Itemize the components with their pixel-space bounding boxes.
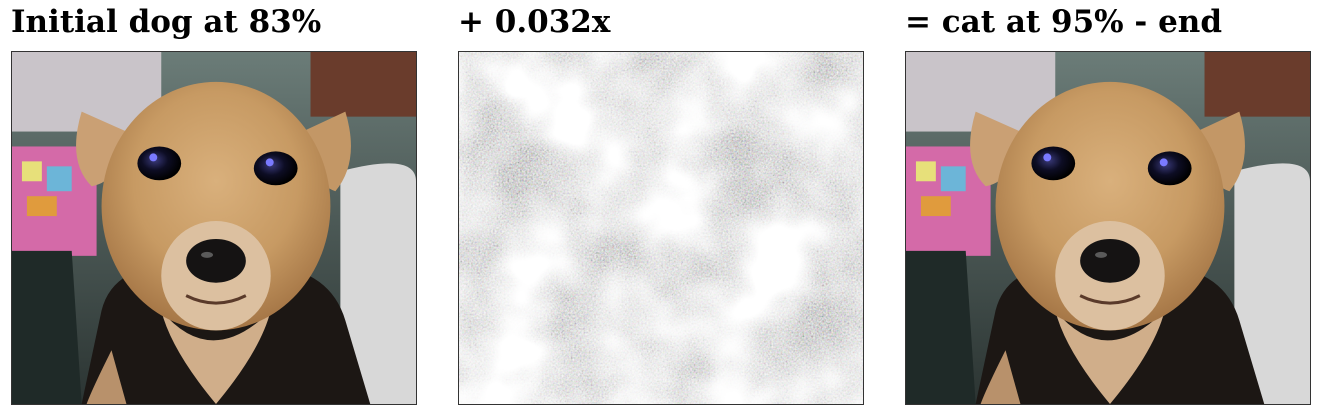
noise-image-title: + 0.032x	[458, 4, 611, 40]
initial-image-title: Initial dog at 83%	[11, 4, 322, 40]
result-cat-image	[905, 51, 1311, 405]
adversarial-noise-image	[458, 51, 864, 405]
result-image-title: = cat at 95% - end	[905, 4, 1223, 40]
initial-dog-image	[11, 51, 417, 405]
